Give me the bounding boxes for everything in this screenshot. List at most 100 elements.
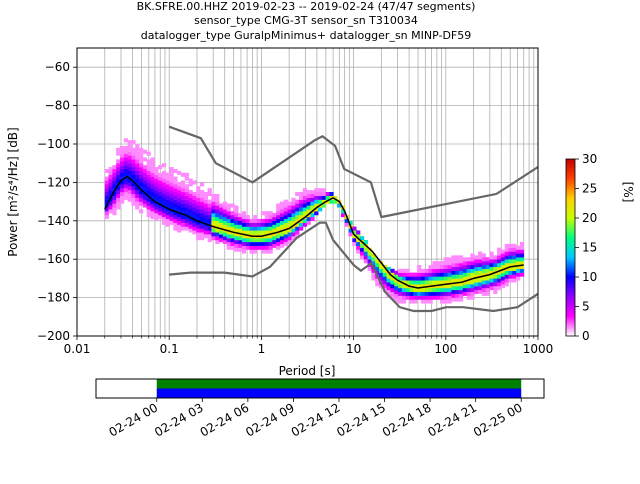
heatmap-cell	[306, 201, 311, 206]
heatmap-cell	[188, 178, 193, 183]
heatmap-cell	[295, 207, 300, 212]
heatmap-cell	[264, 222, 269, 227]
heatmap-cell	[291, 232, 296, 237]
heatmap-cell	[306, 197, 311, 202]
heatmap-cell	[108, 170, 113, 175]
heatmap-cell	[196, 224, 201, 229]
heatmap-cell	[196, 220, 201, 225]
heatmap-cell	[432, 288, 437, 293]
heatmap-cell	[329, 199, 334, 204]
heatmap-cell	[268, 211, 273, 216]
heatmap-cell	[241, 238, 247, 243]
heatmap-cell	[199, 201, 205, 206]
heatmap-cell	[150, 207, 155, 212]
noise-model-nhnm	[168, 125, 538, 219]
heatmap-cell	[299, 222, 304, 227]
heatmap-cell	[203, 230, 208, 235]
heatmap-cell	[146, 178, 151, 183]
heatmap-cell	[241, 234, 247, 239]
heatmap-cell	[432, 276, 437, 281]
heatmap-cell	[161, 209, 167, 214]
heatmap-cell	[169, 178, 174, 183]
heatmap-cell	[211, 197, 216, 202]
heatmap-cell	[500, 276, 506, 281]
heatmap-cell	[276, 245, 281, 250]
heatmap-cell	[390, 272, 395, 277]
coverage-tick-label: 02-24 06	[198, 400, 252, 439]
heatmap-cell	[230, 234, 235, 239]
heatmap-cell	[439, 268, 445, 273]
heatmap-cell	[474, 270, 479, 275]
heatmap-cell	[230, 226, 235, 231]
heatmap-cell	[173, 176, 178, 181]
heatmap-cell	[478, 270, 483, 275]
heatmap-cell	[398, 284, 403, 289]
heatmap-cell	[108, 209, 113, 214]
heatmap-cell	[222, 236, 228, 241]
coverage-tick-label: 02-24 21	[425, 400, 479, 439]
heatmap-cell	[135, 205, 140, 210]
heatmap-cell	[299, 199, 304, 204]
heatmap-cell	[356, 234, 361, 239]
heatmap-cell	[150, 192, 155, 197]
heatmap-cell	[348, 220, 353, 225]
heatmap-cell	[306, 205, 311, 210]
heatmap-cell	[276, 203, 281, 208]
heatmap-cell	[470, 268, 475, 273]
heatmap-cell	[436, 288, 441, 293]
heatmap-cell	[180, 211, 186, 216]
y-tick-label: −180	[37, 291, 70, 305]
heatmap-cell	[405, 295, 410, 300]
heatmap-cell	[234, 220, 239, 225]
heatmap-cell	[401, 284, 407, 289]
heatmap-cell	[512, 263, 517, 268]
heatmap-cell	[424, 272, 429, 277]
heatmap-cell	[447, 295, 452, 300]
heatmap-cell	[139, 174, 144, 179]
heatmap-cell	[116, 193, 121, 198]
heatmap-cell	[150, 176, 155, 181]
heatmap-cell	[215, 228, 220, 233]
heatmap-cell	[173, 215, 178, 220]
heatmap-cell	[219, 215, 224, 220]
y-tick-label: −200	[37, 329, 70, 343]
heatmap-cell	[291, 209, 296, 214]
heatmap-cell	[481, 272, 487, 277]
heatmap-cell	[173, 199, 178, 204]
heatmap-cell	[188, 201, 193, 206]
heatmap-cell	[489, 255, 494, 260]
heatmap-cell	[180, 172, 186, 177]
heatmap-cell	[314, 199, 319, 204]
heatmap-cell	[508, 274, 513, 279]
heatmap-cell	[485, 257, 490, 262]
heatmap-cell	[512, 278, 517, 283]
heatmap-cell	[386, 278, 391, 283]
heatmap-cell	[439, 276, 445, 281]
heatmap-cell	[420, 280, 426, 285]
figure-title: BK.SFRE.00.HHZ 2019-02-23 -- 2019-02-24 …	[137, 0, 476, 42]
title-line-3: datalogger_type GuralpMinimus+ datalogge…	[141, 29, 472, 42]
heatmap-cell	[504, 263, 509, 268]
heatmap-cell	[188, 209, 193, 214]
heatmap-cell	[158, 211, 163, 216]
heatmap-cell	[443, 288, 448, 293]
heatmap-cell	[139, 182, 144, 187]
heatmap-cell	[127, 182, 132, 187]
heatmap-cell	[161, 201, 167, 206]
heatmap-cell	[158, 199, 163, 204]
heatmap-cell	[287, 240, 292, 245]
heatmap-cell	[420, 272, 426, 277]
heatmap-cell	[283, 215, 288, 220]
heatmap-cell	[188, 213, 193, 218]
heatmap-cell	[219, 230, 224, 235]
heatmap-cell	[451, 286, 456, 291]
heatmap-cell	[184, 218, 189, 223]
heatmap-cell	[478, 286, 483, 291]
heatmap-cell	[158, 195, 163, 200]
heatmap-cell	[512, 247, 517, 252]
heatmap-cell	[238, 224, 243, 229]
heatmap-cell	[417, 268, 422, 273]
heatmap-cell	[283, 218, 288, 223]
heatmap-cell	[375, 266, 380, 271]
